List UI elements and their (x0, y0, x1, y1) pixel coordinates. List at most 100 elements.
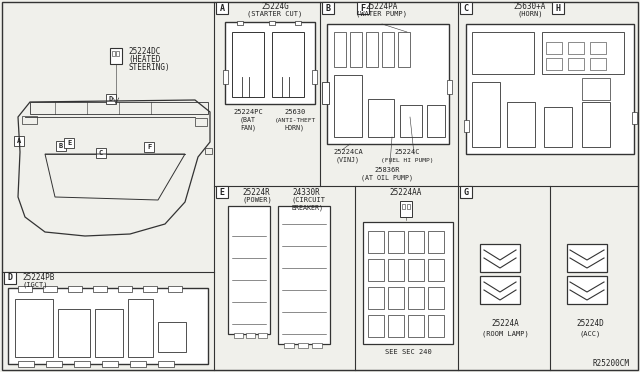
Bar (366, 32, 378, 67)
Text: (ANTI-THEFT: (ANTI-THEFT (275, 118, 316, 122)
Bar (128, 299, 153, 357)
Bar (216, 186, 228, 198)
Bar (368, 231, 384, 253)
Text: (STARTER CUT): (STARTER CUT) (248, 11, 303, 17)
Bar (237, 21, 243, 25)
Text: 25630: 25630 (284, 109, 306, 115)
Text: (ACC): (ACC) (579, 331, 600, 337)
Bar (246, 333, 255, 338)
Bar (402, 204, 405, 209)
Text: (FUEL HI PUMP): (FUEL HI PUMP) (381, 157, 433, 163)
Bar (58, 309, 90, 357)
Text: 25224C: 25224C (394, 149, 420, 155)
Bar (546, 42, 562, 54)
Bar (567, 276, 607, 304)
Text: H: H (556, 3, 561, 13)
Bar (93, 286, 107, 292)
Bar (334, 75, 362, 137)
Bar (14, 136, 24, 146)
Bar (232, 32, 264, 97)
Bar (568, 42, 584, 54)
Text: 25224AA: 25224AA (390, 187, 422, 196)
Text: 25224CA: 25224CA (333, 149, 363, 155)
Bar (216, 2, 228, 14)
Bar (480, 244, 520, 272)
Bar (223, 70, 228, 84)
Bar (130, 361, 146, 367)
Bar (546, 58, 562, 70)
Bar (258, 333, 267, 338)
Bar (144, 142, 154, 152)
Bar (400, 201, 412, 217)
Bar (460, 2, 472, 14)
Bar (43, 286, 57, 292)
Text: SEE SEC 240: SEE SEC 240 (385, 349, 431, 355)
Bar (295, 21, 301, 25)
Text: BREAKER): BREAKER) (292, 205, 324, 211)
Bar (118, 286, 132, 292)
Bar (68, 286, 82, 292)
Bar (368, 99, 394, 137)
Bar (632, 112, 637, 124)
Bar (407, 204, 410, 209)
Bar (30, 102, 208, 114)
Bar (408, 287, 424, 309)
Text: B: B (59, 143, 63, 149)
Bar (143, 286, 157, 292)
Text: 25224PB: 25224PB (22, 273, 54, 282)
Bar (464, 120, 469, 132)
Bar (480, 276, 520, 304)
Text: (VINJ): (VINJ) (336, 157, 360, 163)
Bar (15, 299, 53, 357)
Bar (158, 322, 186, 352)
Bar (427, 105, 445, 137)
Bar (408, 315, 424, 337)
Bar (106, 94, 116, 104)
Bar (96, 148, 106, 158)
Bar (368, 315, 384, 337)
Text: A: A (17, 138, 21, 144)
Bar (428, 287, 444, 309)
Bar (408, 231, 424, 253)
Bar (312, 343, 322, 348)
Text: (WATER PUMP): (WATER PUMP) (356, 11, 408, 17)
Text: 25836R: 25836R (374, 167, 400, 173)
Bar (64, 138, 74, 148)
Bar (542, 32, 624, 74)
Bar (567, 244, 607, 272)
Bar (398, 32, 410, 67)
Bar (388, 287, 404, 309)
Bar (368, 287, 384, 309)
Text: 25224PC: 25224PC (233, 109, 263, 115)
Bar (582, 102, 610, 147)
Text: F: F (360, 3, 365, 13)
Bar (225, 22, 315, 104)
Text: STEERING): STEERING) (128, 62, 170, 71)
Text: (AT OIL PUMP): (AT OIL PUMP) (361, 175, 413, 181)
Text: 25224DC: 25224DC (128, 46, 161, 55)
Bar (327, 24, 449, 144)
Bar (382, 32, 394, 67)
Bar (195, 118, 207, 126)
Text: (POWER): (POWER) (242, 197, 272, 203)
Bar (312, 70, 317, 84)
Text: (ROOM LAMP): (ROOM LAMP) (482, 331, 529, 337)
Text: (HEATED: (HEATED (128, 55, 161, 64)
Text: 25630+A: 25630+A (514, 1, 546, 10)
Text: 25224D: 25224D (576, 320, 604, 328)
Bar (112, 51, 115, 56)
Text: (CIRCUIT: (CIRCUIT (292, 197, 326, 203)
Bar (388, 315, 404, 337)
Bar (110, 48, 122, 64)
Text: (BAT: (BAT (240, 117, 256, 123)
Bar (350, 32, 362, 67)
Text: 24330R: 24330R (292, 187, 320, 196)
Text: E: E (220, 187, 225, 196)
Bar (22, 116, 37, 124)
Bar (116, 51, 119, 56)
Bar (278, 206, 330, 344)
Bar (56, 141, 66, 151)
Bar (408, 259, 424, 281)
Bar (363, 222, 453, 344)
Text: HORN): HORN) (285, 125, 305, 131)
